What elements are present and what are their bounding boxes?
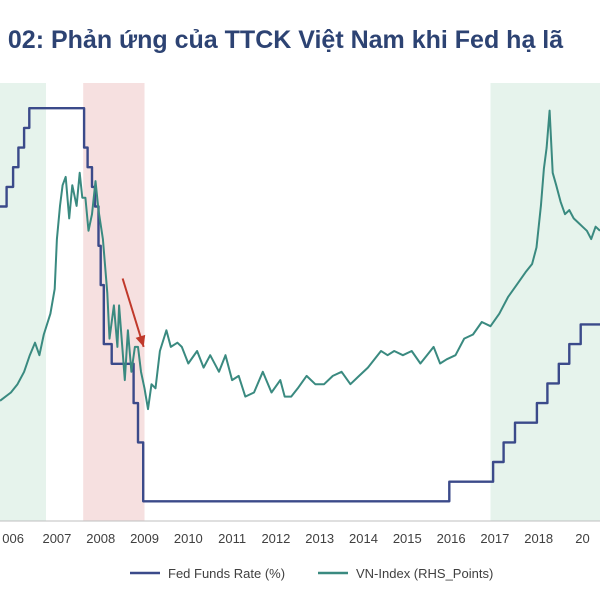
fed-funds-rate-line (0, 107, 600, 503)
x-tick-label-2: 2008 (86, 531, 115, 546)
x-tick-label-5: 2011 (218, 531, 246, 546)
x-tick-label-13: 20 (575, 531, 589, 546)
annotation-arrow-head (135, 334, 146, 347)
legend-vn-index-label: VN-Index (RHS_Points) (356, 566, 493, 581)
chart-title: ị 02: Phản ứng của TTCK Việt Nam khi Fed… (0, 26, 564, 54)
shaded-region-1 (83, 83, 145, 521)
shaded-region-0 (0, 83, 46, 521)
x-tick-label-10: 2016 (437, 531, 466, 546)
annotation-arrow-shaft (121, 278, 145, 348)
x-tick-label-3: 2009 (130, 531, 159, 546)
x-tick-label-12: 2018 (524, 531, 553, 546)
x-tick-label-9: 2015 (393, 531, 422, 546)
x-tick-label-0: 006 (2, 531, 24, 546)
x-tick-label-1: 2007 (42, 531, 71, 546)
legend-fed-funds-label: Fed Funds Rate (%) (168, 566, 285, 581)
x-tick-label-7: 2013 (305, 531, 334, 546)
x-tick-label-6: 2012 (261, 531, 290, 546)
x-tick-label-11: 2017 (480, 531, 509, 546)
x-tick-label-8: 2014 (349, 531, 378, 546)
x-tick-label-4: 2010 (174, 531, 203, 546)
shaded-region-2 (490, 83, 600, 521)
vn-index-line (0, 109, 600, 411)
